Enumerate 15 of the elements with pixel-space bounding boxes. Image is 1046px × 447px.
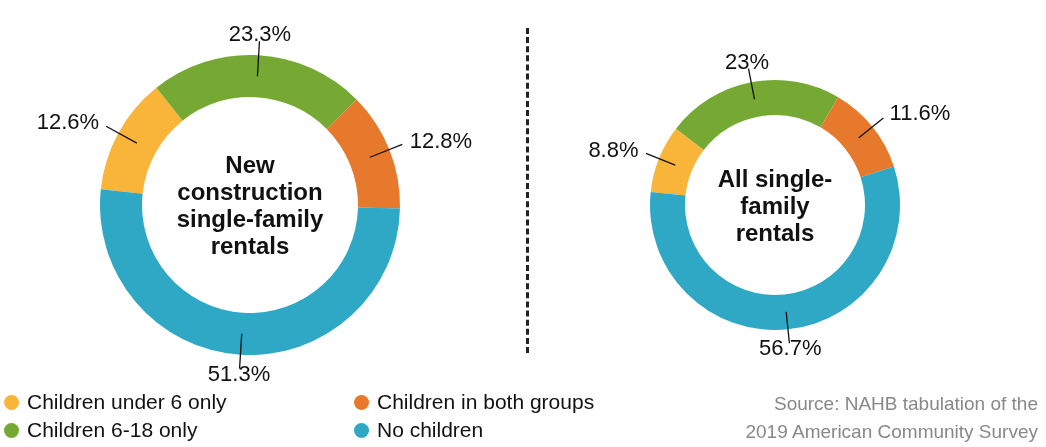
text: New construction single-family rentals — [175, 151, 325, 259]
data-label: 23% — [724, 48, 769, 74]
data-label: 23.3% — [228, 21, 292, 47]
data-label: 12.6% — [36, 109, 100, 135]
data-label: 8.8% — [588, 137, 639, 163]
data-label: 12.8% — [409, 128, 473, 154]
data-label: 56.7% — [759, 335, 822, 361]
data-label: 51.3% — [207, 360, 271, 386]
legend-label: Children 6-18 only — [27, 418, 198, 442]
legend-label: Children in both groups — [377, 390, 595, 414]
text: All single-family rentals — [716, 164, 834, 246]
source-note: Source: NAHB tabulation of the 2019 American Community Survey — [744, 392, 1038, 444]
legend-label: No children — [377, 418, 484, 442]
data-label: 11.6% — [889, 100, 951, 126]
legend-label: Children under 6 only — [27, 390, 227, 414]
